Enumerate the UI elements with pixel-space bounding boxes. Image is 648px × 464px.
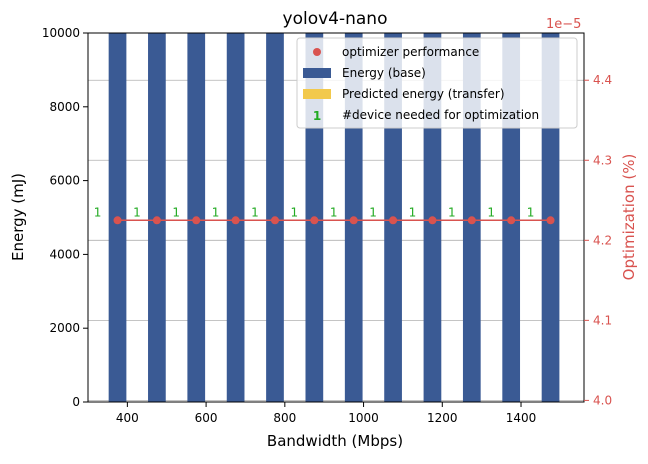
legend-marker-swatch [313, 48, 321, 56]
legend: optimizer performance Energy (base) Predic… [296, 37, 578, 129]
y2-tick-label: 4.1 [593, 313, 612, 327]
y-tick-label: 0 [72, 395, 80, 409]
x-tick-label: 1200 [427, 411, 458, 425]
axes-layer: 400 600 800 1000 1200 1400 0 2000 4000 6000 8000 10… [42, 26, 612, 425]
device-count-label: 1 [487, 205, 495, 219]
legend-device-symbol: 1 [313, 109, 321, 123]
optimizer-point [349, 216, 358, 225]
y2-offset-text: 1e−5 [546, 17, 581, 32]
optimizer-point [231, 216, 240, 225]
legend-label: Energy (base) [342, 66, 426, 80]
device-count-label: 1 [94, 205, 102, 219]
x-tick-label: 1400 [506, 411, 537, 425]
y2-tick-label: 4.3 [593, 153, 612, 167]
device-count-label: 1 [448, 205, 456, 219]
device-count-label: 1 [291, 205, 299, 219]
optimizer-point [152, 216, 161, 225]
optimizer-point [192, 216, 201, 225]
legend-label: #device needed for optimization [342, 108, 539, 122]
y-tick-label: 2000 [49, 321, 80, 335]
x-tick-label: 800 [273, 411, 296, 425]
plot-frame [87, 32, 585, 403]
y-tick-label: 10000 [42, 26, 80, 40]
optimizer-point [310, 216, 319, 225]
x-axis-label: Bandwidth (Mbps) [267, 432, 403, 450]
legend-label: optimizer performance [342, 45, 479, 59]
y2-tick-label: 4.2 [593, 233, 612, 247]
x-tick-label: 400 [116, 411, 139, 425]
device-count-label: 1 [251, 205, 259, 219]
optimizer-point [467, 216, 476, 225]
legend-transfer-swatch [303, 89, 331, 99]
device-count-label: 1 [330, 205, 338, 219]
device-count-label: 1 [369, 205, 377, 219]
device-count-label: 1 [133, 205, 141, 219]
y-tick-label: 8000 [49, 100, 80, 114]
optimizer-point [428, 216, 437, 225]
device-count-label: 1 [527, 205, 535, 219]
chart-title: yolov4-nano [283, 9, 388, 29]
legend-label: Predicted energy (transfer) [342, 87, 505, 101]
x-tick-label: 1000 [348, 411, 379, 425]
y-tick-label: 6000 [49, 174, 80, 188]
optimizer-point [389, 216, 398, 225]
optimizer-point [546, 216, 555, 225]
y2-axis-label: Optimization (%) [620, 154, 638, 281]
legend-bar-swatch [303, 68, 331, 78]
y-axis-label: Energy (mJ) [9, 173, 27, 261]
line-layer: 1 1 1 1 1 1 1 1 1 1 1 1 [94, 205, 555, 225]
optimizer-point [507, 216, 516, 225]
y-tick-label: 4000 [49, 247, 80, 261]
legend-box [296, 37, 578, 129]
optimizer-point [113, 216, 122, 225]
device-count-label: 1 [409, 205, 417, 219]
y2-tick-label: 4.4 [593, 73, 612, 87]
y2-tick-label: 4.0 [593, 393, 612, 407]
device-count-label: 1 [172, 205, 180, 219]
x-tick-label: 600 [195, 411, 218, 425]
optimizer-point [270, 216, 279, 225]
device-count-label: 1 [212, 205, 220, 219]
